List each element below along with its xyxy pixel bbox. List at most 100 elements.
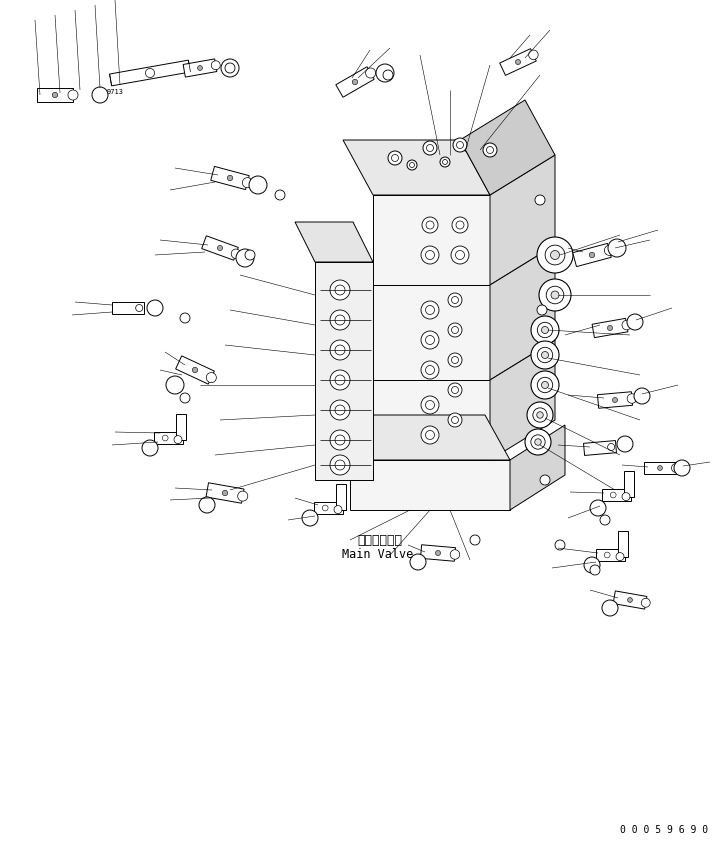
Circle shape — [147, 300, 163, 316]
Circle shape — [531, 316, 559, 344]
Circle shape — [452, 217, 468, 233]
Circle shape — [531, 371, 559, 399]
Circle shape — [456, 141, 463, 148]
Polygon shape — [175, 356, 215, 384]
Polygon shape — [592, 318, 628, 337]
Circle shape — [528, 50, 538, 60]
Circle shape — [551, 291, 559, 299]
Circle shape — [448, 413, 462, 427]
Circle shape — [352, 80, 358, 85]
Bar — [176, 414, 186, 440]
Circle shape — [206, 372, 216, 383]
Circle shape — [193, 367, 198, 372]
Circle shape — [451, 387, 458, 394]
Circle shape — [627, 597, 632, 603]
Circle shape — [608, 239, 626, 257]
Circle shape — [448, 383, 462, 397]
Circle shape — [453, 138, 467, 152]
Circle shape — [541, 326, 548, 334]
Circle shape — [622, 492, 630, 501]
Circle shape — [421, 301, 439, 319]
Circle shape — [334, 506, 342, 514]
Circle shape — [174, 436, 182, 443]
Bar — [625, 471, 634, 496]
Polygon shape — [373, 195, 490, 285]
Circle shape — [634, 388, 650, 404]
Circle shape — [92, 87, 108, 103]
Circle shape — [330, 370, 350, 390]
Circle shape — [68, 90, 78, 100]
Polygon shape — [37, 88, 73, 102]
Circle shape — [590, 500, 606, 516]
Circle shape — [538, 323, 553, 338]
Polygon shape — [510, 425, 565, 510]
Circle shape — [627, 314, 643, 330]
Circle shape — [537, 237, 573, 273]
Bar — [314, 502, 343, 514]
Circle shape — [302, 510, 318, 526]
Circle shape — [612, 397, 617, 402]
Circle shape — [391, 154, 399, 162]
Circle shape — [672, 463, 680, 473]
Circle shape — [421, 246, 439, 264]
Polygon shape — [421, 544, 456, 562]
Circle shape — [657, 466, 662, 471]
Circle shape — [531, 435, 545, 449]
Circle shape — [627, 394, 637, 403]
Circle shape — [426, 366, 434, 375]
Circle shape — [539, 279, 571, 311]
Circle shape — [443, 159, 448, 164]
Circle shape — [407, 160, 417, 170]
Polygon shape — [500, 49, 536, 75]
Circle shape — [456, 221, 464, 229]
Polygon shape — [350, 460, 510, 510]
Circle shape — [470, 535, 480, 545]
Polygon shape — [597, 392, 632, 408]
Polygon shape — [573, 243, 611, 266]
Circle shape — [180, 393, 190, 403]
Circle shape — [426, 431, 434, 439]
Circle shape — [330, 400, 350, 420]
Circle shape — [641, 598, 650, 607]
Bar — [602, 490, 631, 501]
Circle shape — [426, 401, 434, 409]
Circle shape — [388, 151, 402, 165]
Text: 9713: 9713 — [106, 89, 123, 95]
Circle shape — [163, 435, 168, 441]
Circle shape — [335, 435, 345, 445]
Circle shape — [330, 430, 350, 450]
Polygon shape — [112, 302, 144, 314]
Circle shape — [538, 348, 553, 363]
Bar — [618, 531, 628, 556]
Circle shape — [674, 460, 690, 476]
Circle shape — [52, 92, 58, 98]
Circle shape — [451, 296, 458, 304]
Circle shape — [275, 190, 285, 200]
Circle shape — [450, 550, 460, 559]
Text: メインバルブ: メインバルブ — [357, 533, 403, 546]
Circle shape — [527, 402, 553, 428]
Polygon shape — [183, 59, 217, 77]
Circle shape — [421, 331, 439, 349]
Polygon shape — [490, 155, 555, 285]
Circle shape — [426, 145, 434, 152]
Polygon shape — [373, 285, 490, 380]
Circle shape — [546, 286, 564, 304]
Circle shape — [550, 251, 560, 259]
Circle shape — [421, 361, 439, 379]
Circle shape — [426, 306, 434, 314]
Circle shape — [330, 280, 350, 300]
Polygon shape — [460, 100, 555, 195]
Circle shape — [448, 323, 462, 337]
Circle shape — [605, 552, 610, 558]
Circle shape — [451, 417, 458, 424]
Circle shape — [436, 550, 441, 556]
Polygon shape — [644, 461, 676, 474]
Circle shape — [525, 429, 551, 455]
Circle shape — [607, 443, 615, 450]
Circle shape — [322, 505, 328, 511]
Text: 0 0 0 5 9 6 9 0: 0 0 0 5 9 6 9 0 — [620, 825, 708, 835]
Circle shape — [440, 157, 450, 167]
Circle shape — [486, 146, 493, 153]
Circle shape — [448, 293, 462, 307]
